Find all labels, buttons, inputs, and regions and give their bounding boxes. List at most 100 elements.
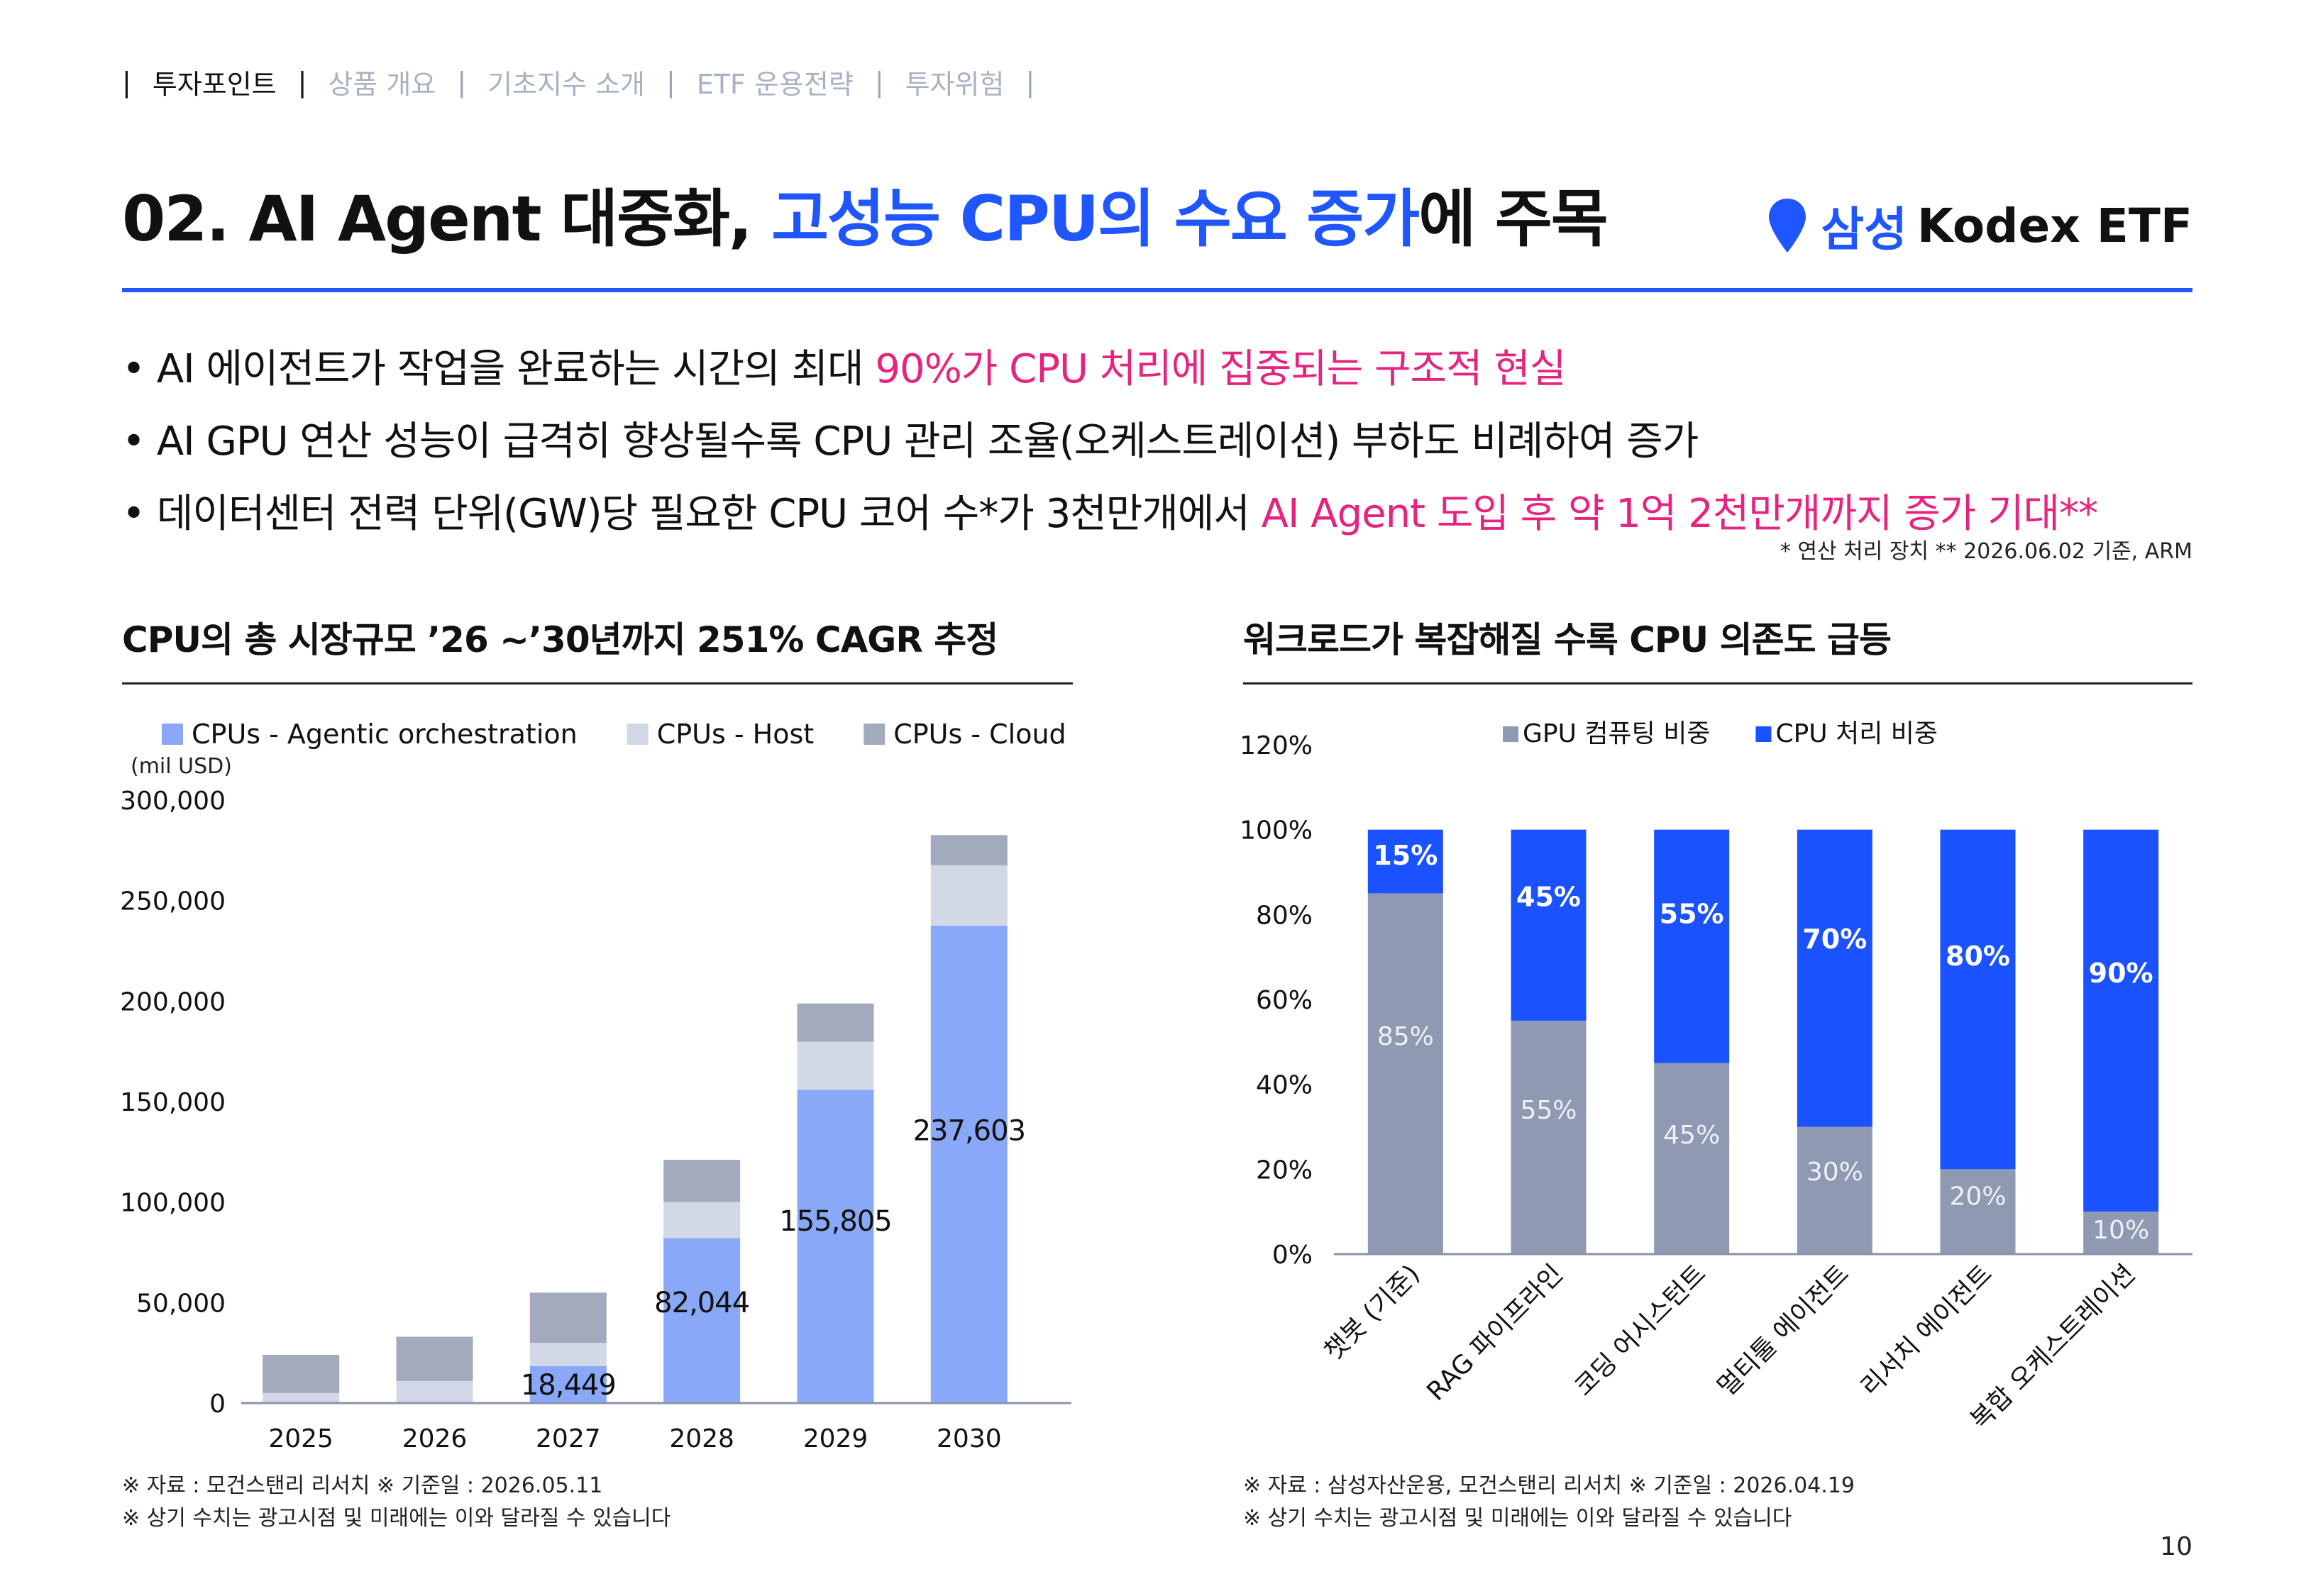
bar-segment bbox=[797, 1041, 874, 1090]
bar-segment bbox=[1367, 893, 1443, 1254]
page-number: 10 bbox=[2160, 1532, 2192, 1561]
nav-tab-product-overview[interactable]: 상품 개요 bbox=[328, 69, 436, 100]
legend-swatch bbox=[627, 724, 649, 745]
bar-segment bbox=[529, 1365, 607, 1403]
legend-label: CPUs - Host bbox=[657, 719, 814, 750]
x-tick-label: 2027 bbox=[536, 1424, 601, 1453]
data-label: 155,805 bbox=[779, 1205, 891, 1238]
legend-label: CPUs - Cloud bbox=[893, 719, 1066, 750]
bar-segment bbox=[663, 1202, 741, 1238]
bar-segment bbox=[797, 1003, 874, 1042]
y-axis-unit: (mil USD) bbox=[131, 754, 232, 779]
data-label: 45% bbox=[1516, 881, 1581, 912]
bullet-item: • AI 에이전트가 작업을 완료하는 시간의 최대 90%가 CPU 처리에 … bbox=[122, 333, 2192, 406]
bar-segment bbox=[529, 1343, 607, 1366]
x-tick-label: 리서치 에이전트 bbox=[1855, 1259, 1998, 1402]
data-label: 70% bbox=[1802, 924, 1867, 955]
bar-segment bbox=[1367, 829, 1443, 894]
data-label: 55% bbox=[1660, 898, 1724, 929]
bar-segment bbox=[1654, 1063, 1730, 1254]
bar-segment bbox=[1511, 1020, 1587, 1254]
bar-segment bbox=[263, 1355, 340, 1393]
brand-logo: 삼성 Kodex ETF bbox=[1767, 192, 2192, 260]
location-pin-icon bbox=[1769, 199, 1806, 253]
bullet-item: • AI GPU 연산 성능이 급격히 향상될수록 CPU 관리 조율(오케스트… bbox=[122, 406, 2192, 478]
y-tick-label: 250,000 bbox=[120, 887, 226, 916]
legend-swatch bbox=[1503, 726, 1518, 742]
bullet-item: • 데이터센터 전력 단위(GW)당 필요한 CPU 코어 수*가 3천만개에서… bbox=[122, 478, 2192, 550]
x-tick-label: 코딩 어시스턴트 bbox=[1569, 1259, 1712, 1402]
page-title-highlight: 고성능 CPU의 수요 증가 bbox=[771, 182, 1420, 255]
nav-separator: | bbox=[666, 66, 675, 98]
y-tick-label: 200,000 bbox=[120, 987, 226, 1016]
data-label: 10% bbox=[2092, 1216, 2149, 1245]
cpu-dependency-chart: GPU 컴퓨팅 비중 CPU 처리 비중 0% 20% 40% 60% 80% 100% 120… bbox=[1240, 719, 2192, 1435]
source-line: ※ 자료 : 삼성자산운용, 모건스탠리 리서치 ※ 기준일 : 2026.04… bbox=[1243, 1473, 1855, 1498]
data-label: 15% bbox=[1373, 840, 1438, 871]
legend-label: CPU 처리 비중 bbox=[1775, 719, 1938, 748]
bar-segment bbox=[930, 865, 1008, 926]
nav-separator: | bbox=[874, 66, 884, 98]
x-tick-label: 챗봇 (기준) bbox=[1319, 1259, 1426, 1366]
nav-separator: | bbox=[122, 66, 131, 98]
bar-segment bbox=[1940, 1169, 2016, 1254]
y-tick-label: 100% bbox=[1240, 816, 1313, 846]
nav-tab-investment-risk[interactable]: 투자위험 bbox=[905, 69, 1005, 100]
bar-segment bbox=[930, 925, 1008, 1403]
y-tick-label: 50,000 bbox=[136, 1289, 226, 1318]
footnote: * 연산 처리 장치 ** 2026.06.02 기준, ARM bbox=[1780, 539, 2192, 564]
source-line: ※ 자료 : 모건스탠리 리서치 ※ 기준일 : 2026.05.11 bbox=[122, 1473, 603, 1498]
data-label: 90% bbox=[2089, 958, 2153, 989]
nav-separator: | bbox=[457, 66, 467, 98]
bar-segment bbox=[1654, 829, 1730, 1063]
bar-segment bbox=[797, 1090, 874, 1403]
nav-tab-investment-points[interactable]: 투자포인트 bbox=[152, 69, 277, 100]
title-divider bbox=[122, 288, 2192, 292]
x-tick-label: RAG 파이프라인 bbox=[1421, 1259, 1569, 1407]
data-label: 30% bbox=[1806, 1158, 1863, 1187]
y-tick-label: 150,000 bbox=[120, 1088, 226, 1117]
right-chart-source: ※ 자료 : 삼성자산운용, 모건스탠리 리서치 ※ 기준일 : 2026.04… bbox=[1243, 1470, 1855, 1535]
data-label: 237,603 bbox=[913, 1115, 1025, 1148]
bar-segment bbox=[1940, 829, 2016, 1170]
data-label: 55% bbox=[1520, 1096, 1577, 1125]
x-tick-label: 멀티툴 에이전트 bbox=[1712, 1259, 1855, 1402]
brand-name-samsung: 삼성 bbox=[1821, 202, 1907, 257]
nav-tab-index-intro[interactable]: 기초지수 소개 bbox=[487, 69, 646, 100]
y-tick-label: 60% bbox=[1256, 986, 1313, 1015]
disclaimer-line: ※ 상기 수치는 광고시점 및 미래에는 이와 달라질 수 있습니다 bbox=[122, 1506, 671, 1531]
y-tick-label: 100,000 bbox=[120, 1189, 226, 1218]
bullet-text: • AI GPU 연산 성능이 급격히 향상될수록 CPU 관리 조율(오케스트… bbox=[122, 419, 1699, 465]
cpu-market-size-chart: CPUs - Agentic orchestration CPUs - Host C… bbox=[120, 719, 1071, 1453]
bar-segment bbox=[529, 1292, 607, 1343]
legend-swatch bbox=[864, 724, 886, 745]
y-tick-label: 300,000 bbox=[120, 787, 226, 816]
top-nav: | 투자포인트 | 상품 개요 | 기초지수 소개 | ETF 운용전략 | 투… bbox=[122, 62, 1056, 101]
data-label: 82,044 bbox=[654, 1287, 749, 1319]
data-label: 80% bbox=[1946, 941, 2010, 972]
data-label: 20% bbox=[1949, 1182, 2006, 1212]
nav-tab-etf-strategy[interactable]: ETF 운용전략 bbox=[696, 69, 854, 100]
key-points: • AI 에이전트가 작업을 완료하는 시간의 최대 90%가 CPU 처리에 … bbox=[122, 333, 2192, 550]
bar-segment bbox=[2083, 829, 2159, 1212]
y-tick-label: 0% bbox=[1272, 1241, 1313, 1270]
x-tick-label: 2029 bbox=[803, 1424, 868, 1453]
y-tick-label: 0 bbox=[209, 1390, 226, 1419]
bar-segment bbox=[2083, 1212, 2159, 1254]
legend-label: CPUs - Agentic orchestration bbox=[192, 719, 578, 750]
page-title-suffix: 에 주목 bbox=[1418, 182, 1609, 255]
y-tick-label: 40% bbox=[1256, 1071, 1313, 1100]
bullet-text: • 데이터센터 전력 단위(GW)당 필요한 CPU 코어 수*가 3천만개에서 bbox=[122, 491, 1262, 537]
disclaimer-line: ※ 상기 수치는 광고시점 및 미래에는 이와 달라질 수 있습니다 bbox=[1243, 1506, 1792, 1531]
page-title-prefix: 02. AI Agent 대중화, bbox=[122, 182, 772, 255]
bar-segment bbox=[396, 1380, 473, 1403]
right-chart-heading: 워크로드가 복잡해질 수록 CPU 의존도 급등 bbox=[1243, 619, 1892, 660]
y-tick-label: 80% bbox=[1256, 901, 1313, 930]
page-title: 02. AI Agent 대중화, 고성능 CPU의 수요 증가에 주목 bbox=[122, 169, 1609, 259]
right-heading-divider bbox=[1243, 682, 2192, 685]
left-chart-source: ※ 자료 : 모건스탠리 리서치 ※ 기준일 : 2026.05.11 ※ 상기… bbox=[122, 1470, 671, 1535]
bar-segment bbox=[263, 1392, 340, 1403]
left-chart-heading: CPU의 총 시장규모 ’26 ~’30년까지 251% CAGR 추정 bbox=[122, 619, 998, 660]
bar-segment bbox=[663, 1238, 741, 1403]
legend-swatch bbox=[1755, 726, 1772, 742]
